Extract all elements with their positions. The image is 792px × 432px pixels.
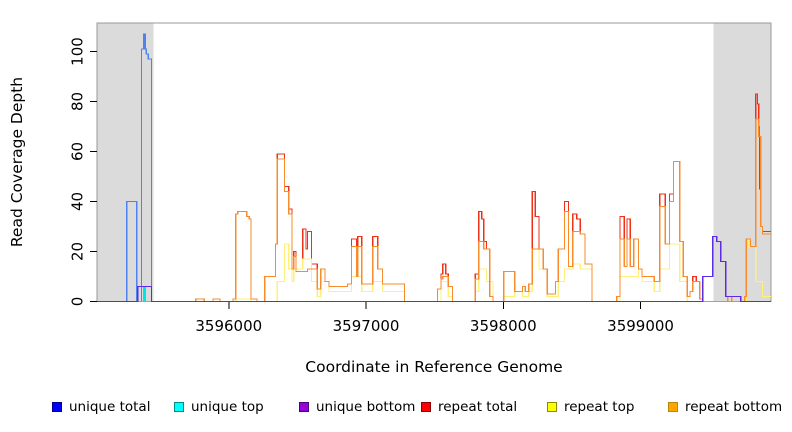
legend-swatch-repeat-top (547, 402, 557, 412)
x-axis-title: Coordinate in Reference Genome (305, 358, 562, 376)
legend-label: unique top (191, 399, 264, 415)
coverage-plot: 0 20 40 60 80 100 3596000 3597000 3598000 3599000… (8, 22, 772, 376)
legend-swatch-unique-top (174, 402, 184, 412)
series-line-repeat-bottom (97, 118, 771, 303)
series-line-repeat-top (97, 238, 771, 303)
legend-item-repeat-bottom: repeat bottom (668, 398, 782, 416)
series-lines (97, 33, 771, 303)
shaded-region-0 (97, 23, 154, 302)
legend: unique total unique top unique bottom re… (0, 398, 792, 418)
legend-swatch-repeat-bottom (668, 402, 678, 412)
legend-swatch-unique-bottom (299, 402, 309, 412)
y-axis-title: Read Coverage Depth (8, 77, 26, 247)
series-line-unique-bottom (97, 235, 771, 303)
y-tick-label: 20 (68, 242, 86, 261)
shaded-region-1 (713, 23, 771, 302)
x-tick-label: 3598000 (470, 317, 537, 335)
y-tick-label: 80 (68, 92, 86, 111)
x-tick-label: 3599000 (607, 317, 674, 335)
legend-label: repeat total (438, 399, 518, 415)
legend-item-unique-total: unique total (52, 398, 150, 416)
y-tick-label: 60 (68, 142, 86, 161)
axes-ticks: 0 20 40 60 80 100 3596000 3597000 3598000 3599000 (68, 37, 674, 335)
legend-item-unique-top: unique top (174, 398, 264, 416)
legend-item-repeat-top: repeat top (547, 398, 634, 416)
legend-label: repeat top (564, 399, 635, 415)
shaded-regions (97, 23, 771, 302)
legend-swatch-repeat-total (421, 402, 431, 412)
y-tick-label: 40 (68, 192, 86, 211)
legend-item-unique-bottom: unique bottom (299, 398, 415, 416)
legend-label: unique bottom (316, 399, 416, 415)
y-tick-label: 100 (68, 37, 86, 66)
y-tick-label: 0 (68, 297, 86, 307)
x-tick-label: 3597000 (333, 317, 400, 335)
legend-label: unique total (69, 399, 151, 415)
legend-swatch-unique-total (52, 402, 62, 412)
series-line-repeat-total (97, 93, 771, 303)
x-tick-label: 3596000 (195, 317, 262, 335)
legend-label: repeat bottom (685, 399, 783, 415)
legend-item-repeat-total: repeat total (421, 398, 517, 416)
